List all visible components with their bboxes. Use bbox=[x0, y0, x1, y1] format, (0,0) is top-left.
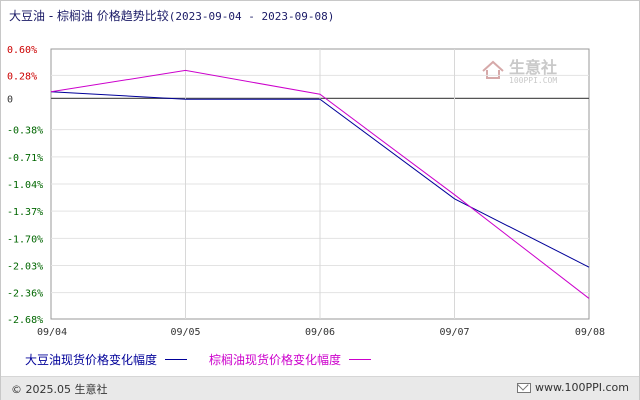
y-tick-label: -0.38% bbox=[7, 126, 43, 137]
y-tick-label: -1.04% bbox=[7, 180, 43, 191]
chart-title-range: (2023-09-04 - 2023-09-08) bbox=[168, 10, 335, 23]
footer-link[interactable]: www.100PPI.com bbox=[517, 381, 629, 394]
mail-icon bbox=[517, 382, 532, 393]
y-tick-label: -2.68% bbox=[7, 315, 43, 326]
watermark-name: 生意社 bbox=[509, 58, 557, 77]
y-tick-label: -2.36% bbox=[7, 289, 43, 300]
legend-label: 大豆油现货价格变化幅度 bbox=[25, 353, 158, 367]
y-tick-label: -1.37% bbox=[7, 207, 43, 218]
chart-title-main: 大豆油 - 棕榈油 价格趋势比较 bbox=[9, 9, 169, 23]
footer-bar: © 2025.05 生意社 www.100PPI.com bbox=[1, 376, 639, 400]
y-tick-label: 0.28% bbox=[7, 71, 37, 82]
legend: 大豆油现货价格变化幅度 棕榈油现货价格变化幅度 bbox=[25, 351, 393, 368]
chart-title: 大豆油 - 棕榈油 价格趋势比较(2023-09-04 - 2023-09-08… bbox=[9, 7, 334, 24]
legend-label: 棕榈油现货价格变化幅度 bbox=[209, 353, 342, 367]
y-tick-label: -1.70% bbox=[7, 234, 43, 245]
legend-swatch bbox=[349, 359, 372, 360]
y-tick-label: -2.03% bbox=[7, 261, 43, 272]
legend-item-2: 棕榈油现货价格变化幅度 bbox=[209, 351, 372, 368]
legend-item-1: 大豆油现货价格变化幅度 bbox=[25, 351, 188, 368]
x-tick-label: 09/08 bbox=[575, 327, 605, 338]
watermark-url: 100PPI.COM bbox=[509, 76, 557, 85]
x-tick-label: 09/06 bbox=[305, 327, 335, 338]
house-logo-icon bbox=[482, 60, 504, 79]
footer-site[interactable]: www.100PPI.com bbox=[535, 381, 629, 394]
legend-swatch bbox=[165, 359, 188, 360]
y-tick-label: -0.71% bbox=[7, 153, 43, 164]
x-tick-label: 09/07 bbox=[439, 327, 469, 338]
y-tick-label: 0.60% bbox=[7, 45, 37, 56]
y-tick-label: 0 bbox=[7, 94, 13, 105]
x-tick-label: 09/05 bbox=[170, 327, 200, 338]
x-tick-label: 09/04 bbox=[37, 327, 67, 338]
series-line-2 bbox=[50, 69, 590, 299]
footer-copyright: © 2025.05 生意社 bbox=[11, 383, 108, 396]
series-line-1 bbox=[50, 91, 590, 268]
